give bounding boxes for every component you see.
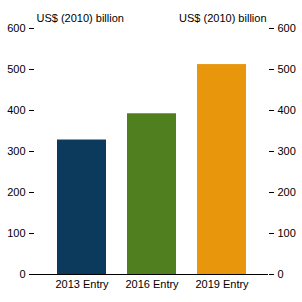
svg-text:0: 0: [278, 268, 284, 280]
svg-text:400: 400: [7, 104, 25, 116]
svg-text:US$ (2010) billion: US$ (2010) billion: [179, 12, 266, 24]
svg-text:400: 400: [278, 104, 296, 116]
svg-text:2019 Entry: 2019 Entry: [195, 278, 249, 290]
svg-text:0: 0: [19, 268, 25, 280]
svg-text:300: 300: [278, 145, 296, 157]
svg-text:200: 200: [7, 186, 25, 198]
svg-text:US$ (2010) billion: US$ (2010) billion: [37, 12, 124, 24]
svg-text:500: 500: [7, 63, 25, 75]
svg-text:600: 600: [7, 22, 25, 34]
svg-text:600: 600: [278, 22, 296, 34]
svg-text:500: 500: [278, 63, 296, 75]
svg-text:2016 Entry: 2016 Entry: [125, 278, 179, 290]
svg-text:100: 100: [7, 227, 25, 239]
svg-text:2013 Entry: 2013 Entry: [55, 278, 109, 290]
svg-text:300: 300: [7, 145, 25, 157]
svg-text:100: 100: [278, 227, 296, 239]
svg-text:200: 200: [278, 186, 296, 198]
